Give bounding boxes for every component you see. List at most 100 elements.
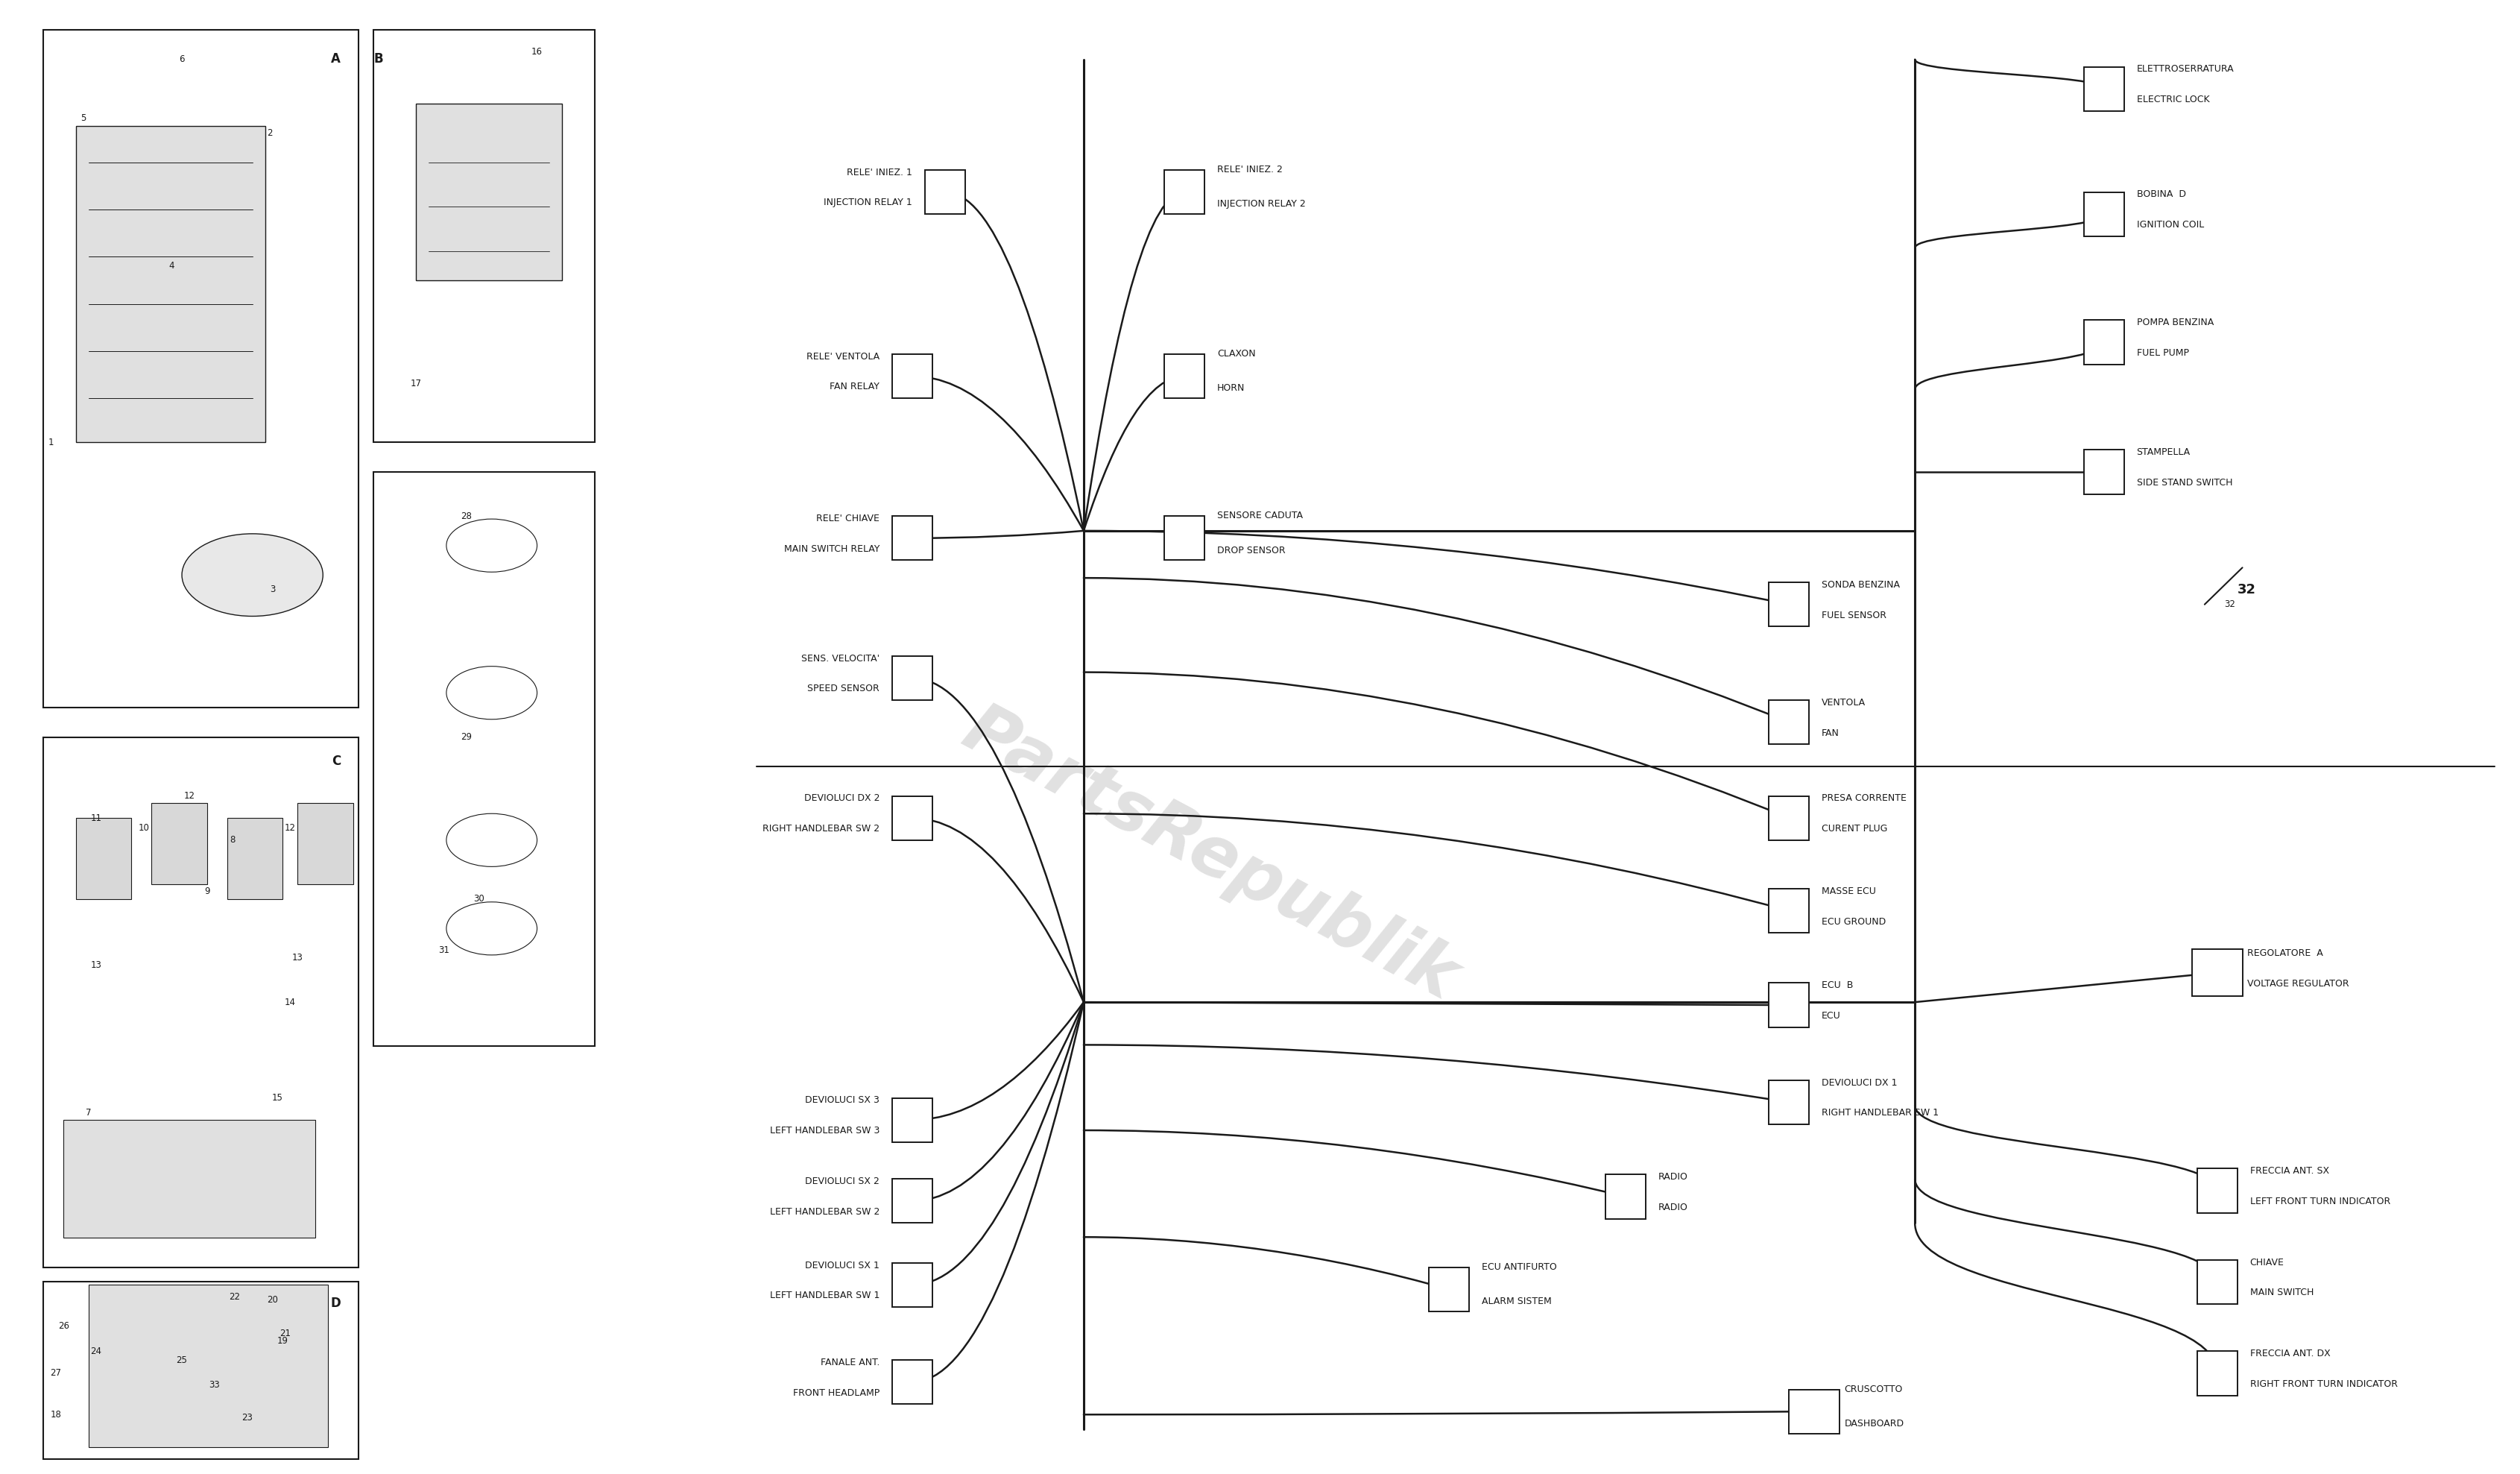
Bar	[2192, 949, 2243, 996]
Text: 12: 12	[285, 824, 295, 833]
Text: 3: 3	[270, 585, 275, 594]
Text: CURENT PLUG: CURENT PLUG	[1822, 824, 1887, 834]
Bar	[1769, 582, 1809, 626]
Bar	[892, 354, 932, 398]
Text: RELE' INIEZ. 2: RELE' INIEZ. 2	[1217, 165, 1283, 174]
Text: DROP SENSOR: DROP SENSOR	[1217, 545, 1285, 556]
Text: 6: 6	[179, 55, 184, 65]
Text: 10: 10	[139, 824, 149, 833]
Bar	[2084, 320, 2124, 364]
Text: MASSE ECU: MASSE ECU	[1822, 886, 1875, 896]
Text: B: B	[373, 52, 383, 65]
Text: FRECCIA ANT. SX: FRECCIA ANT. SX	[2250, 1166, 2328, 1176]
Text: 21: 21	[280, 1328, 290, 1338]
Text: PartsRepublik: PartsRepublik	[950, 696, 1469, 1014]
Text: 11: 11	[91, 814, 101, 822]
Bar	[1164, 516, 1205, 560]
Text: FRONT HEADLAMP: FRONT HEADLAMP	[794, 1389, 879, 1397]
Text: 2: 2	[267, 128, 272, 139]
Text: 9: 9	[204, 887, 209, 896]
Text: CLAXON: CLAXON	[1217, 349, 1255, 358]
Text: BOBINA  D: BOBINA D	[2137, 190, 2185, 199]
Text: VOLTAGE REGULATOR: VOLTAGE REGULATOR	[2248, 979, 2349, 988]
Text: DASHBOARD: DASHBOARD	[1845, 1419, 1905, 1428]
Text: SONDA BENZINA: SONDA BENZINA	[1822, 579, 1900, 590]
Text: 4: 4	[169, 261, 174, 271]
Text: ECU ANTIFURTO: ECU ANTIFURTO	[1482, 1262, 1557, 1272]
Text: RADIO: RADIO	[1658, 1172, 1688, 1182]
Text: 17: 17	[411, 379, 421, 388]
Bar	[227, 818, 282, 899]
Bar	[1769, 983, 1809, 1027]
Bar	[1605, 1175, 1646, 1219]
Text: DEVIOLUCI SX 3: DEVIOLUCI SX 3	[806, 1095, 879, 1106]
Bar	[1164, 170, 1205, 214]
Text: A: A	[330, 52, 340, 65]
Circle shape	[446, 814, 537, 867]
Bar	[892, 656, 932, 700]
Text: FAN: FAN	[1822, 728, 1840, 738]
Bar	[1769, 1080, 1809, 1125]
Circle shape	[446, 666, 537, 719]
Text: LEFT FRONT TURN INDICATOR: LEFT FRONT TURN INDICATOR	[2250, 1197, 2391, 1206]
Text: FANALE ANT.: FANALE ANT.	[822, 1358, 879, 1368]
Bar	[88, 1285, 328, 1447]
Text: SENS. VELOCITA': SENS. VELOCITA'	[801, 653, 879, 663]
Text: 13: 13	[292, 954, 302, 963]
Bar	[76, 125, 265, 442]
Text: 28: 28	[461, 511, 471, 520]
Text: 29: 29	[461, 733, 471, 741]
Bar	[43, 1282, 358, 1459]
Text: ECU GROUND: ECU GROUND	[1822, 917, 1885, 926]
Text: LEFT HANDLEBAR SW 3: LEFT HANDLEBAR SW 3	[769, 1126, 879, 1135]
Text: FUEL SENSOR: FUEL SENSOR	[1822, 610, 1887, 621]
Bar	[2197, 1260, 2238, 1304]
Text: DEVIOLUCI SX 1: DEVIOLUCI SX 1	[806, 1260, 879, 1271]
Text: 19: 19	[277, 1335, 287, 1346]
Text: FAN RELAY: FAN RELAY	[829, 382, 879, 392]
Bar	[2197, 1169, 2238, 1213]
Text: RELE' CHIAVE: RELE' CHIAVE	[816, 514, 879, 523]
Text: ELECTRIC LOCK: ELECTRIC LOCK	[2137, 94, 2210, 105]
Bar	[63, 1120, 315, 1238]
Text: 18: 18	[50, 1409, 60, 1419]
Text: REGOLATORE  A: REGOLATORE A	[2248, 948, 2323, 958]
Bar	[2197, 1352, 2238, 1396]
Text: 32: 32	[2225, 600, 2235, 609]
Text: 31: 31	[438, 946, 449, 955]
Bar	[76, 818, 131, 899]
Text: SIDE STAND SWITCH: SIDE STAND SWITCH	[2137, 478, 2233, 488]
Bar	[1429, 1268, 1469, 1312]
Text: RELE' VENTOLA: RELE' VENTOLA	[806, 352, 879, 361]
Text: 8: 8	[229, 836, 234, 845]
Bar	[1769, 700, 1809, 744]
Bar	[1769, 796, 1809, 840]
Text: SPEED SENSOR: SPEED SENSOR	[806, 684, 879, 694]
Text: VENTOLA: VENTOLA	[1822, 697, 1865, 708]
Text: 20: 20	[267, 1294, 277, 1304]
Bar	[43, 737, 358, 1268]
Text: RIGHT HANDLEBAR SW 2: RIGHT HANDLEBAR SW 2	[764, 824, 879, 834]
Text: SENSORE CADUTA: SENSORE CADUTA	[1217, 511, 1303, 520]
Text: ECU: ECU	[1822, 1011, 1842, 1020]
Text: LEFT HANDLEBAR SW 2: LEFT HANDLEBAR SW 2	[769, 1207, 879, 1216]
Text: RIGHT FRONT TURN INDICATOR: RIGHT FRONT TURN INDICATOR	[2250, 1380, 2397, 1389]
Bar	[892, 1361, 932, 1405]
Text: 26: 26	[58, 1321, 68, 1331]
Text: 14: 14	[285, 998, 295, 1007]
Text: RELE' INIEZ. 1: RELE' INIEZ. 1	[847, 168, 912, 177]
Text: 16: 16	[532, 47, 542, 57]
Text: FRECCIA ANT. DX: FRECCIA ANT. DX	[2250, 1349, 2331, 1359]
Bar	[297, 803, 353, 884]
Text: 27: 27	[50, 1368, 60, 1378]
Text: D: D	[330, 1297, 340, 1310]
Circle shape	[446, 519, 537, 572]
Text: 15: 15	[272, 1094, 282, 1103]
Text: ELETTROSERRATURA: ELETTROSERRATURA	[2137, 65, 2233, 74]
Text: IGNITION COIL: IGNITION COIL	[2137, 220, 2205, 230]
Text: 30: 30	[474, 895, 484, 904]
Bar	[925, 170, 965, 214]
Bar	[892, 1263, 932, 1307]
Text: RIGHT HANDLEBAR SW 1: RIGHT HANDLEBAR SW 1	[1822, 1108, 1938, 1117]
Text: 13: 13	[91, 961, 101, 970]
